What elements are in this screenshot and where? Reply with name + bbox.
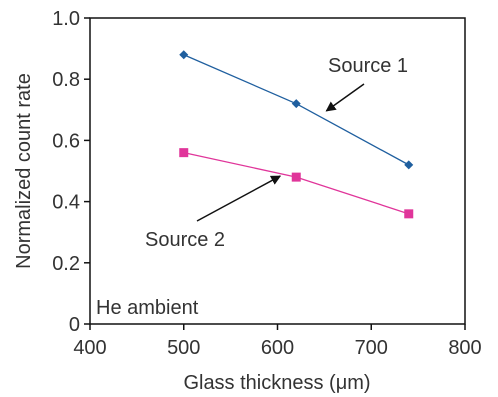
y-axis-title: Normalized count rate xyxy=(13,73,35,269)
series-1-point-2 xyxy=(404,160,414,170)
series-2-point-0 xyxy=(179,148,189,158)
arrow-source-1 xyxy=(325,83,365,112)
y-tick-label-3: 0.6 xyxy=(52,130,80,152)
arrow-source-2 xyxy=(196,175,282,222)
x-tick-label-4: 800 xyxy=(448,337,481,359)
plot-frame xyxy=(89,17,466,325)
y-tick-label-0: 0 xyxy=(69,314,80,336)
x-tick-label-3: 700 xyxy=(355,337,388,359)
y-tick-label-1: 0.2 xyxy=(52,253,80,275)
series-1-point-0 xyxy=(179,50,189,60)
annotation-source-1: Source 1 xyxy=(328,55,408,77)
annotation-he-ambient: He ambient xyxy=(96,297,199,319)
y-tick-label-2: 0.4 xyxy=(52,192,80,214)
x-axis-title: Glass thickness (μm) xyxy=(183,372,370,394)
y-tick-label-5: 1.0 xyxy=(52,8,80,30)
y-tick-label-4: 0.8 xyxy=(52,69,80,91)
x-tick-label-1: 500 xyxy=(167,337,200,359)
annotation-source-2: Source 2 xyxy=(145,229,225,251)
x-tick-label-0: 400 xyxy=(73,337,106,359)
series-2-point-1 xyxy=(291,172,301,182)
series-2-point-2 xyxy=(404,209,414,219)
x-tick-label-2: 600 xyxy=(261,337,294,359)
series-1-point-1 xyxy=(291,99,301,109)
series-line-2 xyxy=(183,152,409,215)
